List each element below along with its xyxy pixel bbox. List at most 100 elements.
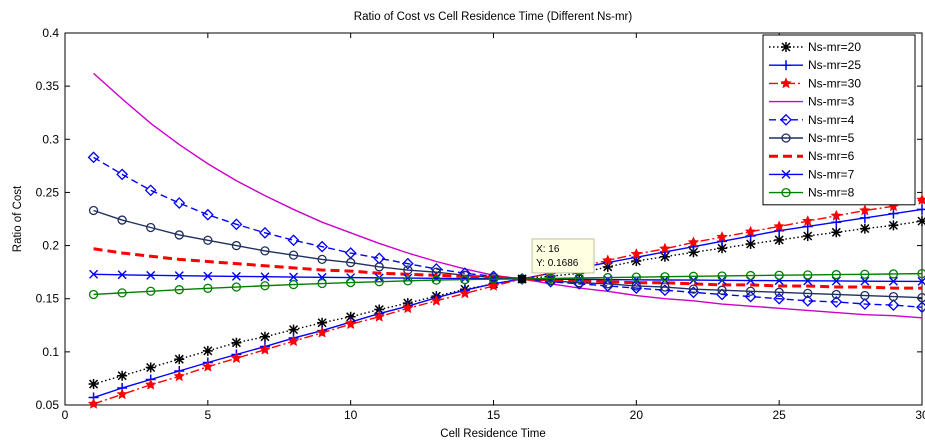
data-point [803, 270, 813, 280]
data-point [231, 282, 242, 292]
datatip-x-label: X: 16 [536, 244, 560, 255]
y-tick-label: 0.35 [36, 79, 60, 93]
legend-label: Ns-mr=6 [808, 149, 855, 163]
data-point [717, 285, 727, 295]
legend-marker [781, 42, 791, 52]
data-point [401, 302, 414, 314]
legend-label: Ns-mr=20 [808, 40, 861, 54]
y-tick-label: 0.25 [36, 185, 60, 199]
series-Ns-mr=6 [93, 247, 922, 290]
data-point [630, 247, 643, 260]
legend-item[interactable]: Ns-mr=25 [769, 58, 861, 72]
data-point [574, 273, 584, 283]
series-layer [87, 72, 925, 409]
data-point [289, 272, 299, 282]
data-point [660, 272, 670, 282]
x-axis: 0 5 10 15 20 25 30 [62, 33, 925, 422]
data-point [174, 230, 184, 240]
series-Ns-mr=30 [87, 193, 925, 409]
data-point [745, 270, 756, 281]
series-line [93, 199, 923, 405]
legend-item[interactable]: Ns-mr=5 [769, 131, 855, 145]
legend-label: Ns-mr=8 [808, 186, 855, 200]
data-point [344, 318, 357, 330]
data-point [259, 331, 270, 342]
data-point [460, 274, 470, 285]
data-point [431, 275, 442, 285]
data-point [174, 271, 184, 281]
legend[interactable]: Ns-mr=20 Ns-mr=25 Ns-mr=30 Ns-mr=3 Ns-mr=4 Ns… [762, 34, 916, 206]
data-point [459, 287, 471, 299]
data-point [745, 238, 756, 249]
legend-marker [781, 133, 791, 143]
data-point [744, 225, 757, 237]
legend-item[interactable]: Ns-mr=30 [769, 76, 861, 90]
data-point [88, 205, 99, 216]
legend-label: Ns-mr=3 [808, 95, 855, 109]
data-point [259, 343, 271, 355]
data-point [859, 223, 870, 234]
data-point [230, 218, 243, 231]
data-point [231, 240, 242, 251]
y-tick-label: 0.1 [42, 345, 59, 359]
data-point [231, 337, 242, 348]
data-point [231, 271, 241, 281]
legend-item[interactable]: Ns-mr=4 [769, 113, 855, 127]
data-point [117, 270, 127, 280]
data-point [287, 335, 300, 347]
data-point [631, 281, 641, 291]
legend-item[interactable]: Ns-mr=3 [769, 95, 855, 109]
data-point [917, 216, 925, 227]
legend-item[interactable]: Ns-mr=7 [769, 167, 855, 181]
data-point [801, 294, 814, 307]
data-point [201, 208, 214, 221]
legend-label: Ns-mr=7 [808, 167, 855, 181]
x-tick-label: 0 [62, 408, 69, 422]
legend-item[interactable]: Ns-mr=8 [769, 186, 855, 200]
legend-item[interactable]: Ns-mr=6 [769, 149, 855, 163]
datatip-marker[interactable] [518, 274, 527, 283]
data-point [146, 270, 156, 280]
data-point [688, 284, 699, 294]
data-point [203, 271, 213, 281]
data-point [545, 273, 556, 284]
data-point [116, 388, 128, 400]
data-point [687, 236, 700, 248]
data-point [401, 257, 414, 270]
data-point [259, 226, 271, 239]
data-point [744, 290, 757, 303]
data-point [230, 352, 243, 364]
data-point [774, 287, 784, 297]
data-point [145, 362, 156, 373]
data-point [316, 326, 328, 338]
data-point [659, 242, 671, 254]
data-point [860, 269, 870, 279]
data-point [860, 290, 870, 301]
data-point [773, 220, 786, 232]
data-point [487, 279, 500, 291]
series-Ns-mr=8 [88, 268, 925, 300]
legend-label: Ns-mr=25 [808, 58, 861, 72]
data-point [717, 271, 727, 281]
data-point [888, 291, 899, 302]
data-point [803, 288, 813, 299]
legend-label: Ns-mr=4 [808, 113, 855, 127]
data-point [859, 204, 871, 216]
y-axis: 0.05 0.1 0.15 0.2 0.25 0.3 0.35 0.4 [36, 26, 922, 412]
legend-item[interactable]: Ns-mr=20 [769, 40, 861, 54]
data-point [688, 247, 699, 258]
data-point [888, 269, 899, 279]
data-point [887, 299, 900, 312]
x-axis-label: Cell Residence Time [440, 428, 545, 440]
data-point [858, 298, 871, 310]
data-tip[interactable]: X: 16 Y: 0.1686 [518, 238, 595, 283]
data-point [831, 217, 842, 228]
x-tick-label: 25 [772, 408, 786, 422]
data-point [288, 250, 299, 260]
data-point [403, 276, 413, 286]
data-point [888, 220, 899, 231]
data-point [346, 273, 356, 283]
data-point [603, 272, 613, 283]
x-tick-label: 20 [630, 408, 644, 422]
